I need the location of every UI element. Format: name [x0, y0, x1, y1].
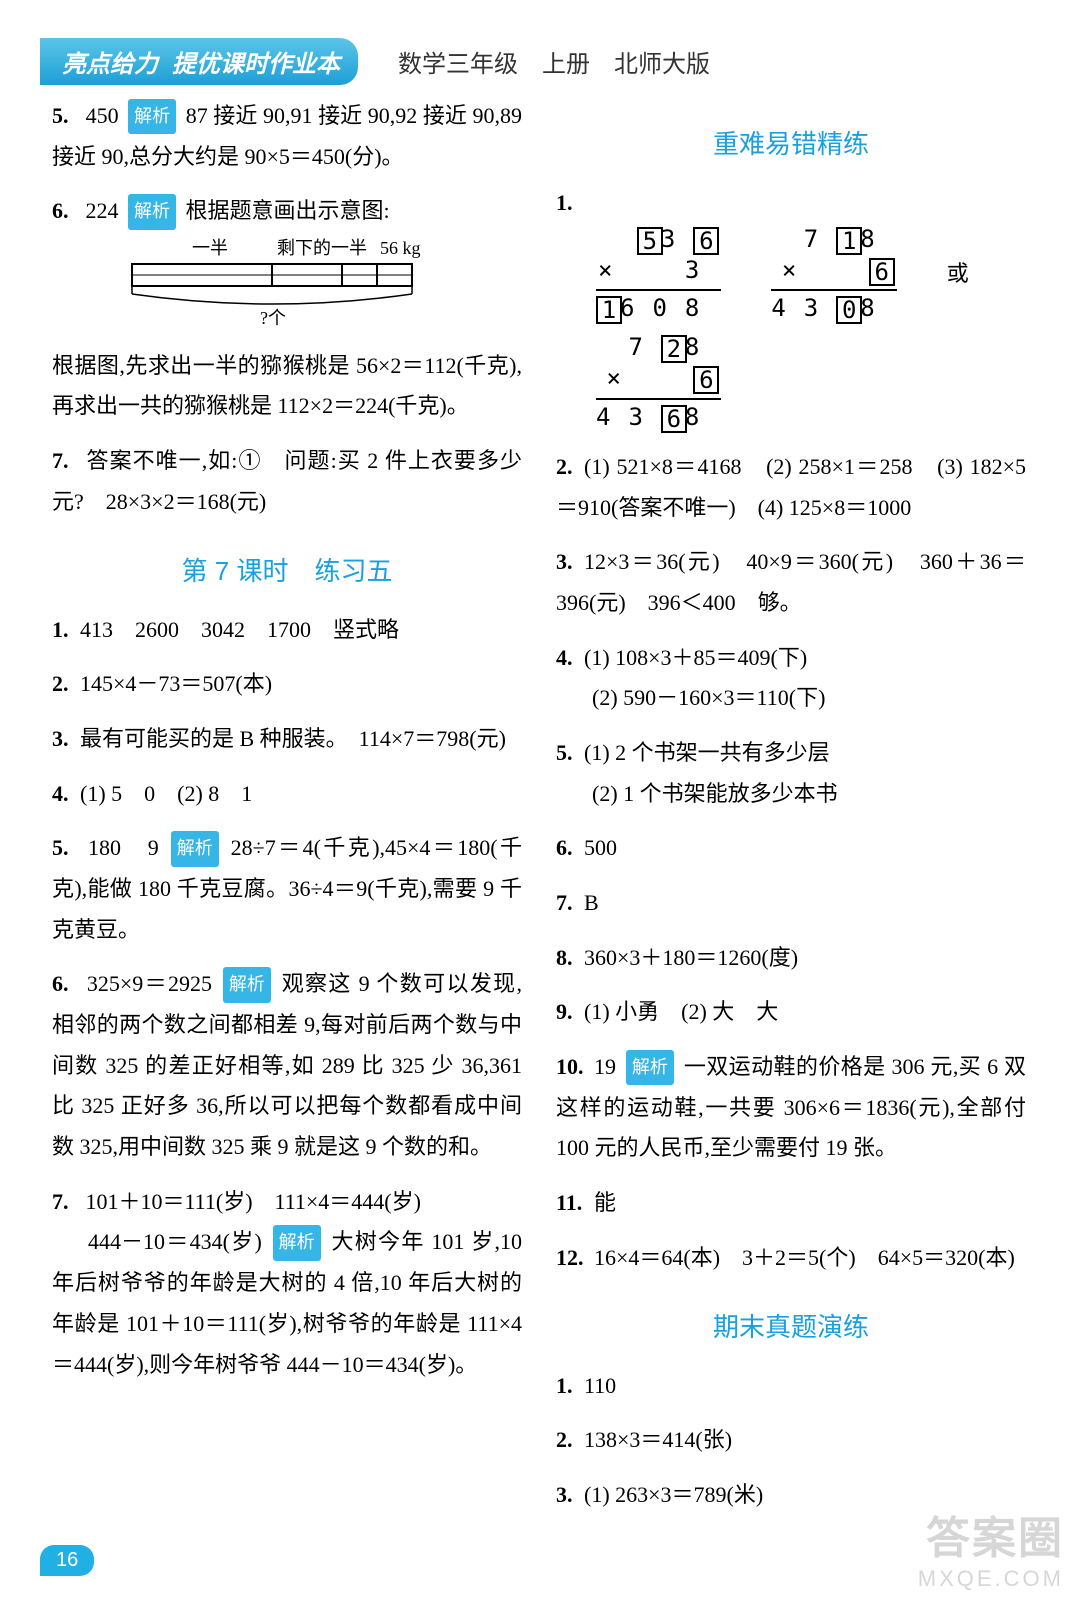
watermark-url: MXQE.COM — [918, 1566, 1064, 1592]
r8: 8.360×3＋180＝1260(度) — [556, 938, 1026, 979]
ans-6: 6. 224 解析 根据题意画出示意图: 一半 剩下的一半 56 kg ?个 — [52, 191, 522, 427]
brand-sub: 提优课时作业本 — [172, 44, 340, 79]
ans-7: 7. 答案不唯一,如:① 问题:买 2 件上衣要多少元? 28×3×2＝168(… — [52, 441, 522, 522]
e3: 3.(1) 263×3＝789(米) — [556, 1475, 1026, 1516]
section-title-1: 第 7 课时 练习五 — [52, 551, 522, 588]
tag-icon: 解析 — [273, 1225, 321, 1260]
tag-icon: 解析 — [171, 831, 219, 866]
p3: 3.最有可能买的是 B 种服装。 114×7＝798(元) — [52, 719, 522, 760]
r7: 7.B — [556, 883, 1026, 924]
r1-vertical-mul: 1. 536 × 3 1608 718 × 6 4308 或 728 × 6 — [556, 183, 1026, 433]
section-title-2: 重难易错精练 — [556, 124, 1026, 161]
e2: 2.138×3＝414(张) — [556, 1420, 1026, 1461]
vmul-b: 718 × 6 4308 — [771, 224, 896, 325]
header-subject: 数学三年级 上册 北师大版 — [398, 44, 710, 79]
e1: 1.110 — [556, 1366, 1026, 1407]
bar-diagram: 一半 剩下的一半 56 kg ?个 — [112, 236, 432, 340]
r11: 11.能 — [556, 1183, 1026, 1224]
ans-5: 5. 450 解析 87 接近 90,91 接近 90,92 接近 90,89 … — [52, 96, 522, 177]
r5: 5.(1) 2 个书架一共有多少层 (2) 1 个书架能放多少本书 — [556, 733, 1026, 814]
label-rest-half: 剩下的一半 — [277, 238, 367, 258]
r10: 10.19 解析 一双运动鞋的价格是 306 元,买 6 双这样的运动鞋,一共要… — [556, 1047, 1026, 1169]
r12: 12.16×4＝64(本) 3＋2＝5(个) 64×5＝320(本) — [556, 1238, 1026, 1279]
p4: 4.(1) 5 0 (2) 8 1 — [52, 774, 522, 815]
main-content: 5. 450 解析 87 接近 90,91 接近 90,92 接近 90,89 … — [52, 96, 1026, 1530]
label-q: ?个 — [260, 308, 286, 326]
section-title-3: 期末真题演练 — [556, 1307, 1026, 1344]
vmul-c: 728 × 6 4368 — [596, 332, 721, 433]
p2: 2.145×4－73＝507(本) — [52, 664, 522, 705]
p7: 7. 101＋10＝111(岁) 111×4＝444(岁) 444－10＝434… — [52, 1182, 522, 1385]
page-number-badge: 16 — [40, 1545, 94, 1576]
r4: 4.(1) 108×3＋85＝409(下) (2) 590－160×3＝110(… — [556, 638, 1026, 719]
r6: 6.500 — [556, 828, 1026, 869]
brand-text: 亮点给力 — [62, 44, 158, 79]
vmul-a: 536 × 3 1608 — [596, 224, 721, 325]
label-half: 一半 — [192, 238, 228, 258]
p6: 6. 325×9＝2925 解析 观察这 9 个数可以发现,相邻的两个数之间都相… — [52, 964, 522, 1167]
or-label: 或 — [947, 254, 969, 295]
r9: 9.(1) 小勇 (2) 大 大 — [556, 992, 1026, 1033]
r2: 2.(1) 521×8＝4168 (2) 258×1＝258 (3) 182×5… — [556, 447, 1026, 528]
header-brand-pill: 亮点给力 提优课时作业本 — [40, 38, 358, 85]
tag-icon: 解析 — [223, 967, 271, 1002]
p5: 5. 180 9 解析 28÷7＝4(千克),45×4＝180(千克),能做 1… — [52, 828, 522, 950]
page-header: 亮点给力 提优课时作业本 数学三年级 上册 北师大版 — [40, 38, 1038, 84]
r3: 3.12×3＝36(元) 40×9＝360(元) 360＋36＝396(元) 3… — [556, 542, 1026, 623]
tag-icon: 解析 — [128, 194, 176, 229]
tag-icon: 解析 — [626, 1050, 674, 1085]
label-weight: 56 kg — [380, 238, 421, 258]
tag-icon: 解析 — [128, 99, 176, 134]
p1: 1.413 2600 3042 1700 竖式略 — [52, 610, 522, 651]
